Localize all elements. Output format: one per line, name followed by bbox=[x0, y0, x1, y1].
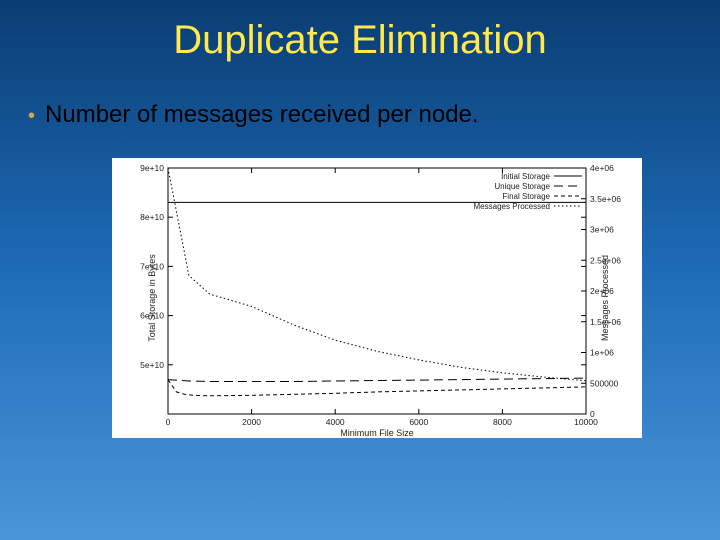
svg-text:4000: 4000 bbox=[326, 417, 345, 427]
svg-text:Final Storage: Final Storage bbox=[502, 192, 550, 201]
svg-text:4e+06: 4e+06 bbox=[590, 163, 614, 173]
chart-svg: 5e+106e+107e+108e+109e+10 05000001e+061.… bbox=[112, 158, 642, 438]
y-left-axis-label: Total Storage in Bytes bbox=[147, 254, 157, 342]
svg-text:6000: 6000 bbox=[409, 417, 428, 427]
chart-container: 5e+106e+107e+108e+109e+10 05000001e+061.… bbox=[112, 158, 642, 438]
svg-text:8e+10: 8e+10 bbox=[140, 212, 164, 222]
bullet-text: Number of messages received per node. bbox=[45, 101, 479, 129]
svg-text:Messages Processed: Messages Processed bbox=[474, 202, 550, 211]
svg-text:8000: 8000 bbox=[493, 417, 512, 427]
svg-text:3.5e+06: 3.5e+06 bbox=[590, 194, 621, 204]
svg-text:0: 0 bbox=[166, 417, 171, 427]
svg-text:2000: 2000 bbox=[242, 417, 261, 427]
svg-text:1e+06: 1e+06 bbox=[590, 348, 614, 358]
x-axis-label: Minimum File Size bbox=[340, 428, 414, 438]
bullet-item: • Number of messages received per node. bbox=[28, 101, 720, 129]
svg-text:5e+10: 5e+10 bbox=[140, 360, 164, 370]
svg-text:9e+10: 9e+10 bbox=[140, 163, 164, 173]
svg-text:3e+06: 3e+06 bbox=[590, 225, 614, 235]
y-right-axis-label: Messages Processed bbox=[600, 255, 610, 341]
page-title: Duplicate Elimination bbox=[0, 0, 720, 63]
svg-text:Unique Storage: Unique Storage bbox=[494, 182, 550, 191]
svg-text:10000: 10000 bbox=[574, 417, 598, 427]
svg-text:Initial Storage: Initial Storage bbox=[501, 172, 550, 181]
svg-text:500000: 500000 bbox=[590, 378, 619, 388]
bullet-marker: • bbox=[28, 106, 35, 126]
